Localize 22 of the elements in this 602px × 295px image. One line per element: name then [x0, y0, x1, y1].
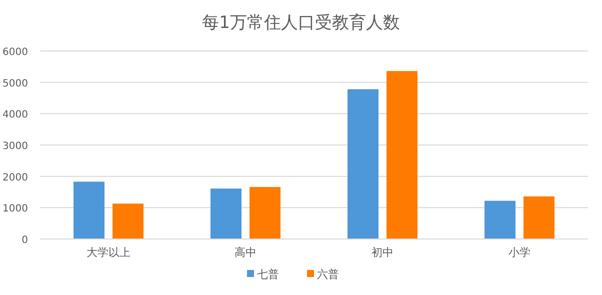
- legend-label: 六普: [317, 268, 339, 281]
- bar: [348, 89, 378, 239]
- y-tick-label: 1000: [2, 204, 28, 215]
- x-tick-label: 高中: [234, 246, 256, 259]
- y-tick-label: 2000: [2, 172, 28, 184]
- x-tick-label: 初中: [372, 246, 394, 259]
- bar: [74, 182, 104, 239]
- y-tick-label: 0: [22, 235, 28, 246]
- bar: [524, 196, 554, 239]
- bar: [250, 186, 280, 239]
- y-tick-label: 4000: [2, 110, 28, 121]
- y-tick-label: 5000: [2, 78, 28, 90]
- x-tick-label: 小学: [508, 246, 530, 259]
- bar: [484, 200, 516, 239]
- bar: [386, 71, 418, 239]
- x-tick-label: 大学以上: [86, 246, 130, 259]
- legend-label: 七普: [257, 268, 279, 281]
- bar: [112, 204, 144, 239]
- chart-title: 每1万常住人口受教育人数: [202, 13, 400, 33]
- y-tick-label: 3000: [2, 141, 28, 152]
- y-tick-label: 6000: [2, 47, 28, 58]
- bar: [210, 188, 242, 239]
